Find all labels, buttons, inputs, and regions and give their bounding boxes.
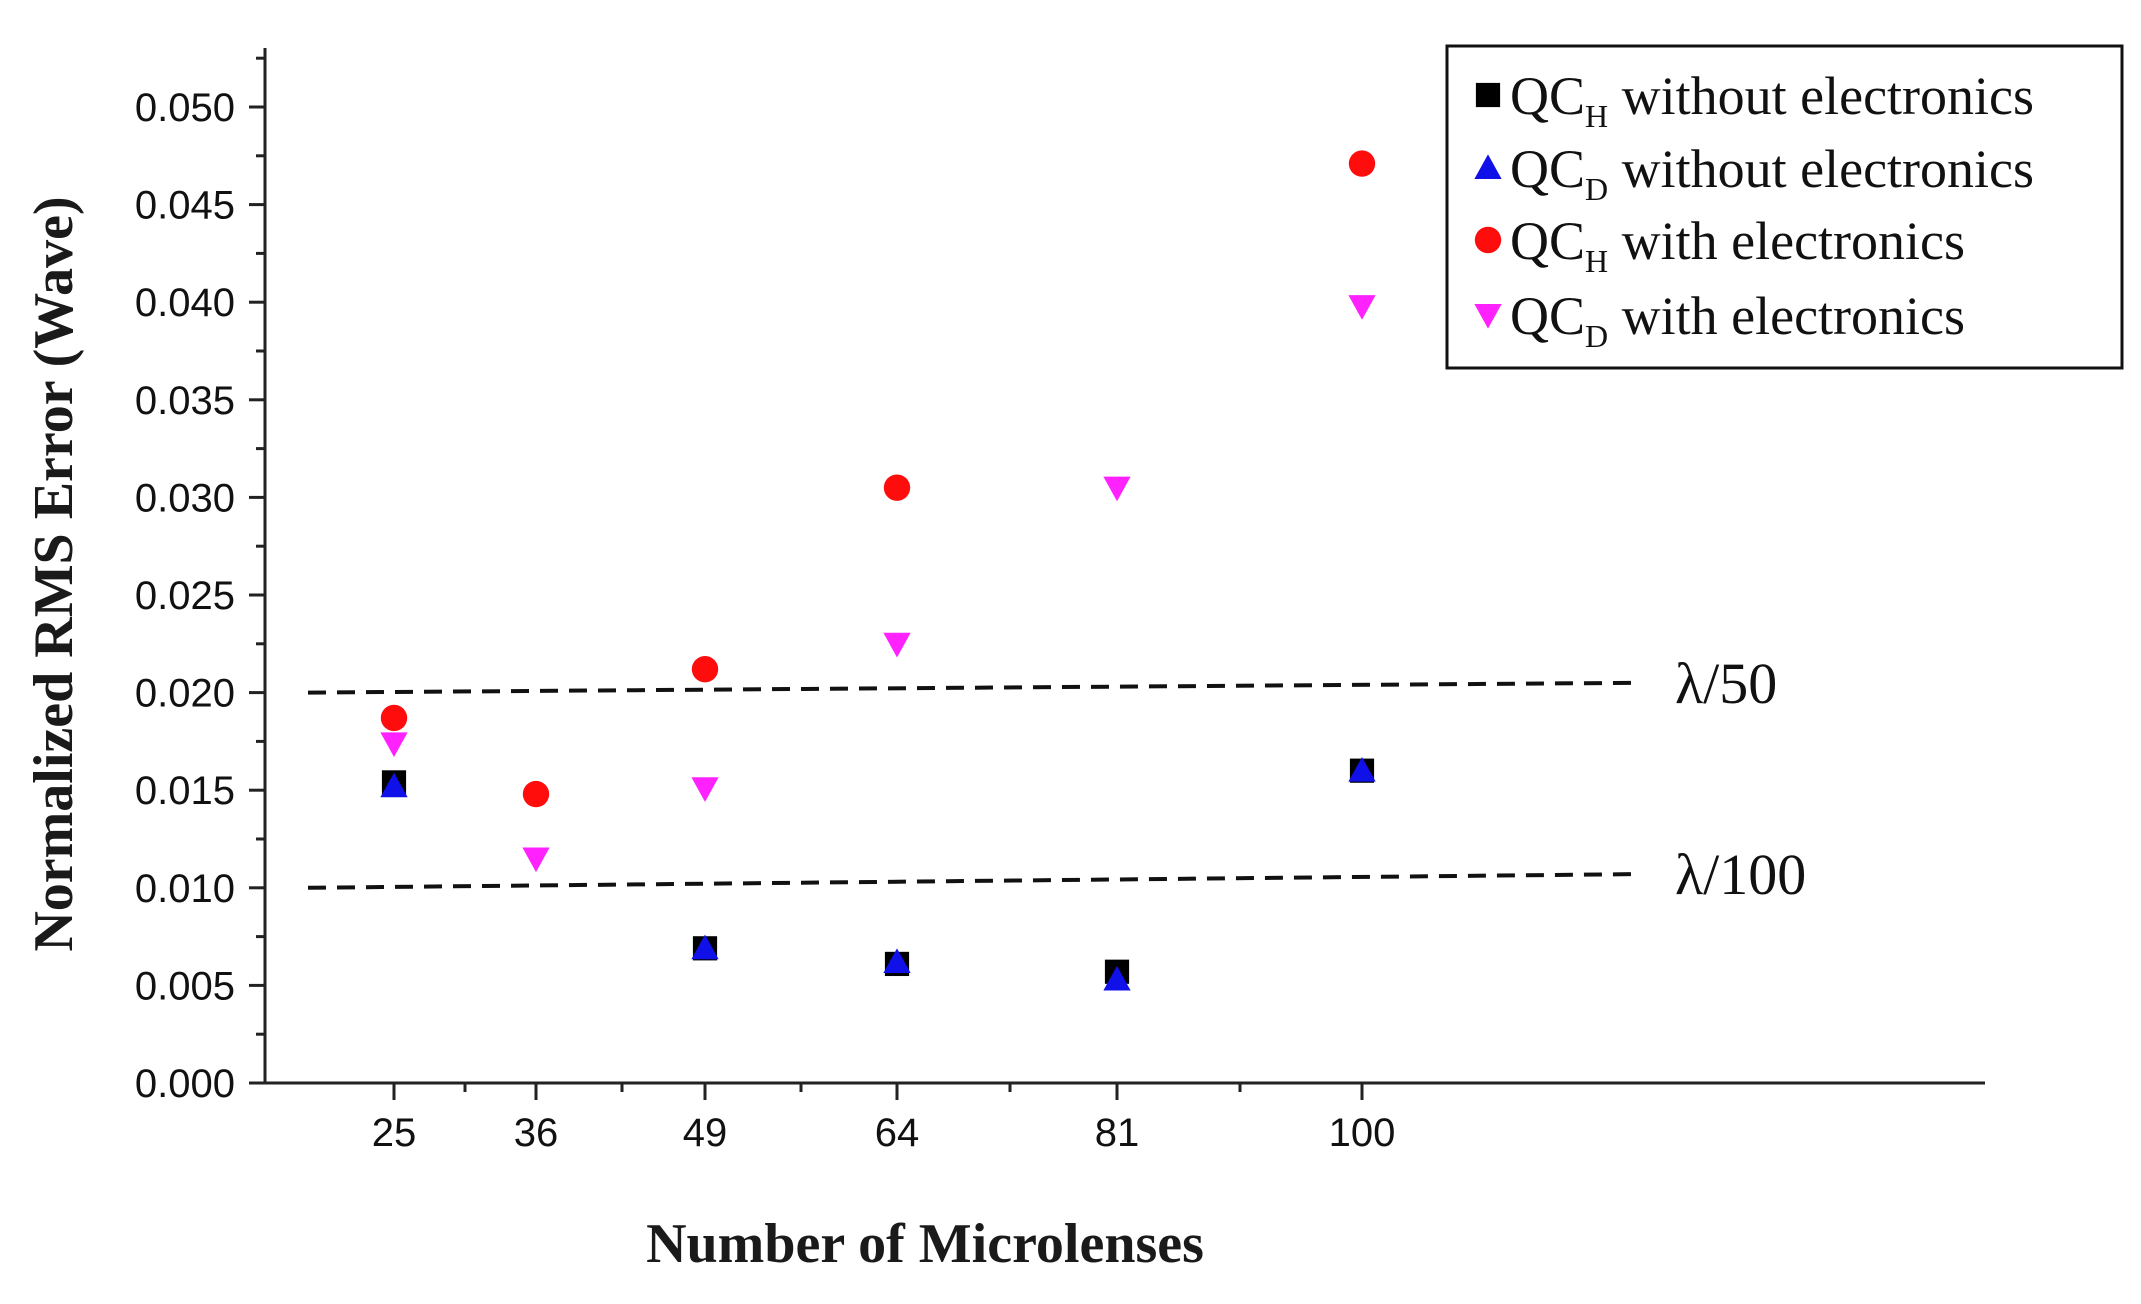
data-point-series-4 xyxy=(691,777,719,802)
y-tick-label: 0.040 xyxy=(135,281,235,325)
data-point-series-3 xyxy=(883,474,911,501)
y-tick-label: 0.045 xyxy=(135,184,235,228)
reference-line xyxy=(307,872,1636,890)
data-points xyxy=(380,150,1376,991)
legend-entry-label: QCH with electronics xyxy=(1510,211,1965,279)
y-tick-label: 0.015 xyxy=(135,769,235,813)
data-point-series-3 xyxy=(1348,150,1376,177)
data-point-series-2 xyxy=(1103,965,1131,991)
y-tick-label: 0.035 xyxy=(135,379,235,423)
data-point-series-3 xyxy=(522,780,550,808)
data-point-series-4 xyxy=(380,732,408,757)
data-point-series-4 xyxy=(1348,295,1376,320)
data-point-series-2 xyxy=(1348,757,1376,782)
legend-entry-label: QCD with electronics xyxy=(1510,286,1965,354)
x-tick-label: 81 xyxy=(1095,1111,1140,1155)
legend-entry-label: QCD without electronics xyxy=(1510,139,2034,207)
x-tick-label: 100 xyxy=(1329,1111,1396,1155)
x-tick-label: 25 xyxy=(372,1111,417,1155)
data-point-series-4 xyxy=(1103,476,1131,502)
legend-marker-2 xyxy=(1474,154,1502,179)
y-axis-ticks: 0.000 0.005 0.010 0.015 0.020 0.025 0.030 0.035… xyxy=(135,56,265,1106)
x-tick-label: 64 xyxy=(875,1111,920,1155)
legend-marker-4 xyxy=(1474,304,1502,329)
x-tick-label: 49 xyxy=(683,1111,728,1155)
y-tick-label: 0.005 xyxy=(135,964,235,1008)
data-point-series-4 xyxy=(883,632,911,658)
data-point-series-3 xyxy=(380,704,408,732)
data-point-series-4 xyxy=(522,847,550,873)
legend-box xyxy=(1445,44,2124,370)
y-tick-label: 0.000 xyxy=(135,1062,235,1106)
y-axis-title: Normalized RMS Error (Wave) xyxy=(23,196,85,951)
data-point-series-3 xyxy=(691,655,719,683)
y-tick-label: 0.030 xyxy=(135,476,235,520)
y-tick-label: 0.050 xyxy=(135,86,235,130)
data-point-series-2 xyxy=(380,772,408,798)
axes xyxy=(263,48,1985,1085)
legend-marker-1 xyxy=(1475,82,1501,108)
reference-line-label: λ/50 xyxy=(1675,651,1777,716)
data-point-series-2 xyxy=(883,948,911,973)
reference-line-label: λ/100 xyxy=(1675,842,1806,907)
legend-entry-label: QCH without electronics xyxy=(1510,66,2034,134)
legend-marker-3 xyxy=(1474,226,1502,254)
y-tick-label: 0.010 xyxy=(135,867,235,911)
y-tick-label: 0.020 xyxy=(135,672,235,716)
x-tick-label: 36 xyxy=(514,1111,559,1155)
data-point-series-2 xyxy=(691,934,719,960)
reference-lines: λ/50 λ/100 xyxy=(307,651,1806,907)
reference-line xyxy=(307,680,1636,695)
x-axis-ticks: 25 36 49 64 81 100 xyxy=(372,1083,1396,1155)
x-axis-title: Number of Microlenses xyxy=(646,1213,1204,1275)
y-tick-label: 0.025 xyxy=(135,574,235,618)
